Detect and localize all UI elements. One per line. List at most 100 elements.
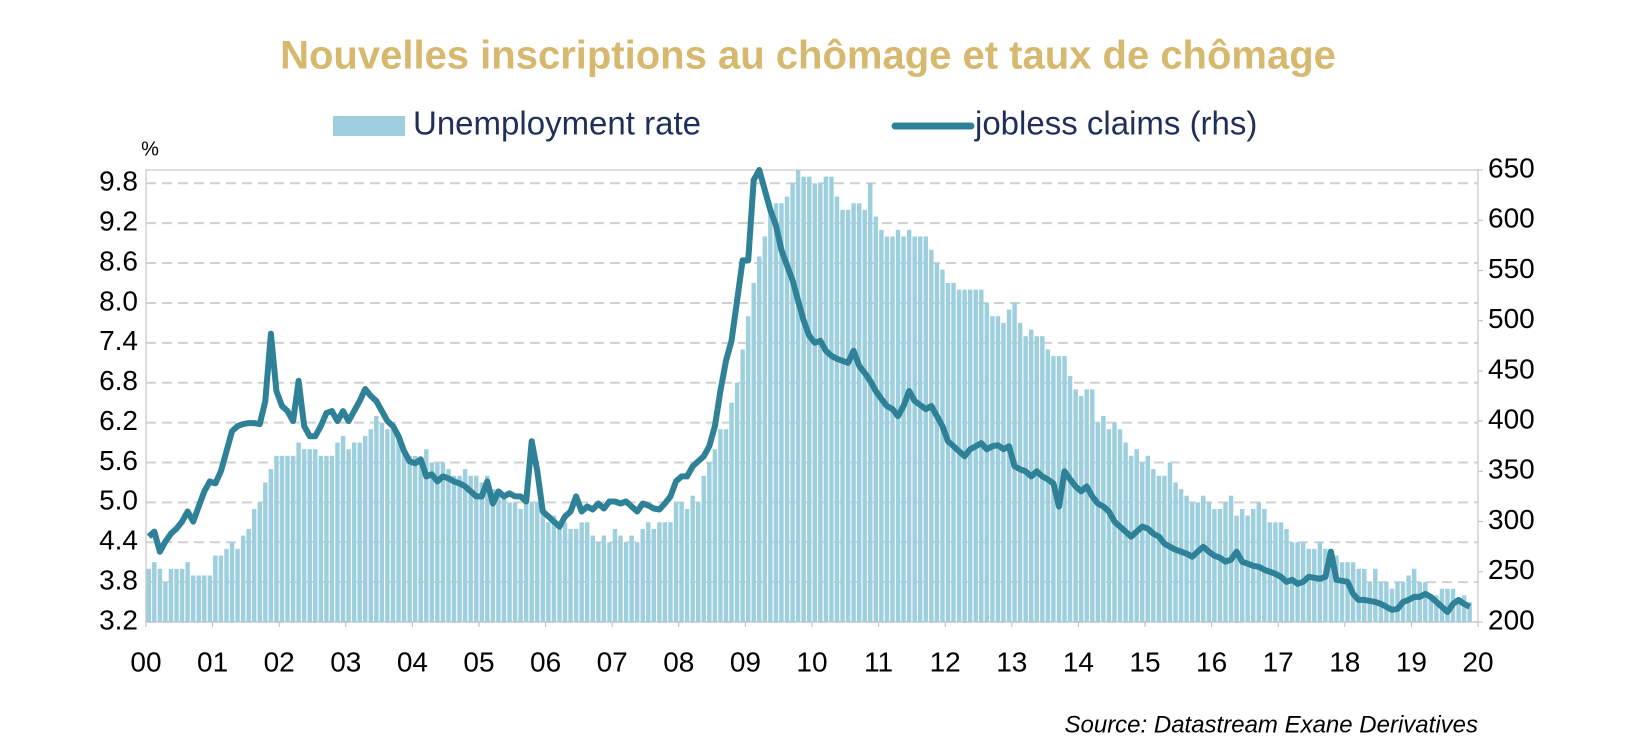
x-tick-label: 19 xyxy=(1396,646,1427,677)
bar xyxy=(573,528,579,622)
bar xyxy=(1006,309,1012,622)
bar xyxy=(1423,582,1428,622)
x-tick-label: 11 xyxy=(864,646,893,677)
bar xyxy=(1162,475,1167,622)
bar xyxy=(301,449,307,622)
bar xyxy=(1212,509,1217,622)
bar xyxy=(196,575,201,622)
bar xyxy=(712,449,718,622)
bar xyxy=(701,475,706,622)
bar xyxy=(640,528,645,622)
bar xyxy=(1151,469,1156,622)
bar xyxy=(823,176,829,622)
y-tick-label: 6.2 xyxy=(99,405,138,436)
bar xyxy=(329,455,335,622)
bar xyxy=(279,455,285,622)
y2-tick-label: 250 xyxy=(1488,554,1535,585)
bar xyxy=(684,509,690,622)
bar xyxy=(274,455,279,622)
bar xyxy=(779,203,784,622)
bar xyxy=(734,382,740,622)
x-tick-label: 05 xyxy=(463,646,494,677)
bar xyxy=(429,462,435,622)
bar xyxy=(679,502,684,622)
bar xyxy=(1373,568,1378,622)
bar xyxy=(1101,415,1106,622)
bar xyxy=(818,183,823,622)
bar xyxy=(801,176,806,622)
bar xyxy=(751,283,756,622)
bar xyxy=(218,555,224,622)
bar xyxy=(1167,462,1173,622)
bar xyxy=(1417,582,1422,622)
bar xyxy=(1434,595,1439,622)
bar xyxy=(1090,389,1095,622)
bar xyxy=(1323,548,1328,622)
bar xyxy=(868,183,873,622)
bar xyxy=(268,469,274,622)
y-tick-label: 8.0 xyxy=(99,285,138,316)
bar xyxy=(1256,502,1262,622)
bar xyxy=(246,528,251,622)
bar xyxy=(285,455,290,622)
y-tick-label: 9.2 xyxy=(99,206,138,237)
bar xyxy=(1345,562,1350,622)
bar xyxy=(956,289,962,622)
bar xyxy=(474,475,479,622)
bar xyxy=(984,302,990,622)
bar xyxy=(523,502,529,622)
bar xyxy=(496,489,501,622)
bar xyxy=(1284,528,1289,622)
bar xyxy=(995,316,1001,622)
bar xyxy=(1328,555,1334,622)
bar xyxy=(879,229,884,622)
x-tick-label: 16 xyxy=(1196,646,1227,677)
bar xyxy=(313,449,318,622)
x-tick-label: 08 xyxy=(663,646,694,677)
bar xyxy=(202,575,207,622)
bar xyxy=(1156,475,1162,622)
x-tick-label: 13 xyxy=(996,646,1027,677)
bar xyxy=(562,522,568,622)
x-tick-label: 00 xyxy=(130,646,161,677)
bar xyxy=(1206,502,1212,622)
bar xyxy=(895,229,901,622)
bar xyxy=(729,402,734,622)
bar xyxy=(1106,429,1112,622)
bar xyxy=(906,229,912,622)
bar xyxy=(546,522,551,622)
bar xyxy=(379,422,385,622)
y2-tick-label: 400 xyxy=(1488,404,1535,435)
bar xyxy=(890,236,895,622)
y-tick-label: 3.2 xyxy=(99,604,138,635)
bar xyxy=(568,528,573,622)
bar xyxy=(657,522,662,622)
bar xyxy=(407,455,412,622)
bar xyxy=(929,249,934,622)
x-tick-label: 03 xyxy=(330,646,361,677)
bar xyxy=(1073,389,1078,622)
bar xyxy=(340,435,346,622)
bar xyxy=(512,502,518,622)
bar xyxy=(795,170,801,622)
bar xyxy=(762,236,768,622)
x-tick-label: 10 xyxy=(796,646,827,677)
y-axis-label: % xyxy=(141,138,159,160)
bar xyxy=(757,256,762,622)
bar xyxy=(224,548,229,622)
bar xyxy=(1145,455,1150,622)
bar xyxy=(435,462,440,622)
bar xyxy=(418,462,423,622)
bar xyxy=(584,522,590,622)
bar xyxy=(152,562,157,622)
bar xyxy=(168,568,174,622)
y-tick-label: 5.6 xyxy=(99,445,138,476)
bar xyxy=(1339,562,1345,622)
bar xyxy=(485,475,490,622)
bar xyxy=(951,283,956,622)
bar xyxy=(307,449,312,622)
bar xyxy=(390,429,396,622)
bar xyxy=(807,176,812,622)
bar xyxy=(634,542,640,622)
legend-label: jobless claims (rhs) xyxy=(974,105,1257,142)
